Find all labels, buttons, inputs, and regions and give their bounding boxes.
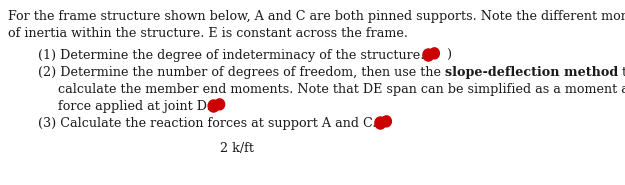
Text: ): ) [446, 49, 451, 62]
Text: For the frame structure shown below, A and C are both pinned supports. Note the : For the frame structure shown below, A a… [8, 10, 625, 23]
Text: (3) Calculate the reaction forces at support A and C.: (3) Calculate the reaction forces at sup… [38, 117, 376, 130]
Text: slope-deflection method: slope-deflection method [445, 66, 618, 79]
Ellipse shape [208, 100, 219, 112]
Text: (2) Determine the number of degrees of freedom, then use the: (2) Determine the number of degrees of f… [38, 66, 445, 79]
Ellipse shape [215, 99, 224, 110]
Text: 2 k/ft: 2 k/ft [220, 142, 254, 155]
Ellipse shape [429, 48, 439, 59]
Ellipse shape [381, 116, 391, 127]
Text: to: to [618, 66, 625, 79]
Text: calculate the member end moments. Note that DE span can be simplified as a momen: calculate the member end moments. Note t… [58, 83, 625, 96]
Text: force applied at joint D.: force applied at joint D. [58, 100, 211, 113]
Text: (1) Determine the degree of indeterminacy of the structure.: (1) Determine the degree of indeterminac… [38, 49, 424, 62]
Text: of inertia within the structure. E is constant across the frame.: of inertia within the structure. E is co… [8, 27, 408, 40]
Ellipse shape [375, 117, 386, 129]
Ellipse shape [423, 49, 434, 61]
